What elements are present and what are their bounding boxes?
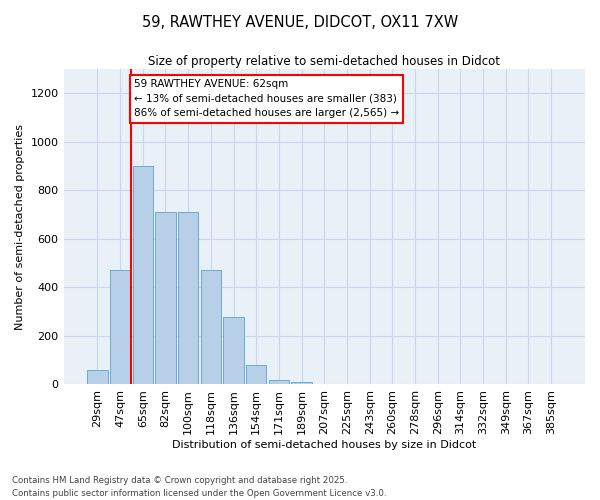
Bar <box>87 370 107 384</box>
Text: Contains HM Land Registry data © Crown copyright and database right 2025.
Contai: Contains HM Land Registry data © Crown c… <box>12 476 386 498</box>
Title: Size of property relative to semi-detached houses in Didcot: Size of property relative to semi-detach… <box>148 55 500 68</box>
Bar <box>155 212 176 384</box>
X-axis label: Distribution of semi-detached houses by size in Didcot: Distribution of semi-detached houses by … <box>172 440 476 450</box>
Bar <box>292 382 312 384</box>
Bar <box>200 270 221 384</box>
Text: 59, RAWTHEY AVENUE, DIDCOT, OX11 7XW: 59, RAWTHEY AVENUE, DIDCOT, OX11 7XW <box>142 15 458 30</box>
Y-axis label: Number of semi-detached properties: Number of semi-detached properties <box>15 124 25 330</box>
Bar <box>110 270 130 384</box>
Bar <box>223 316 244 384</box>
Bar <box>178 212 199 384</box>
Bar <box>269 380 289 384</box>
Bar <box>133 166 153 384</box>
Text: 59 RAWTHEY AVENUE: 62sqm
← 13% of semi-detached houses are smaller (383)
86% of : 59 RAWTHEY AVENUE: 62sqm ← 13% of semi-d… <box>134 79 399 118</box>
Bar <box>246 365 266 384</box>
